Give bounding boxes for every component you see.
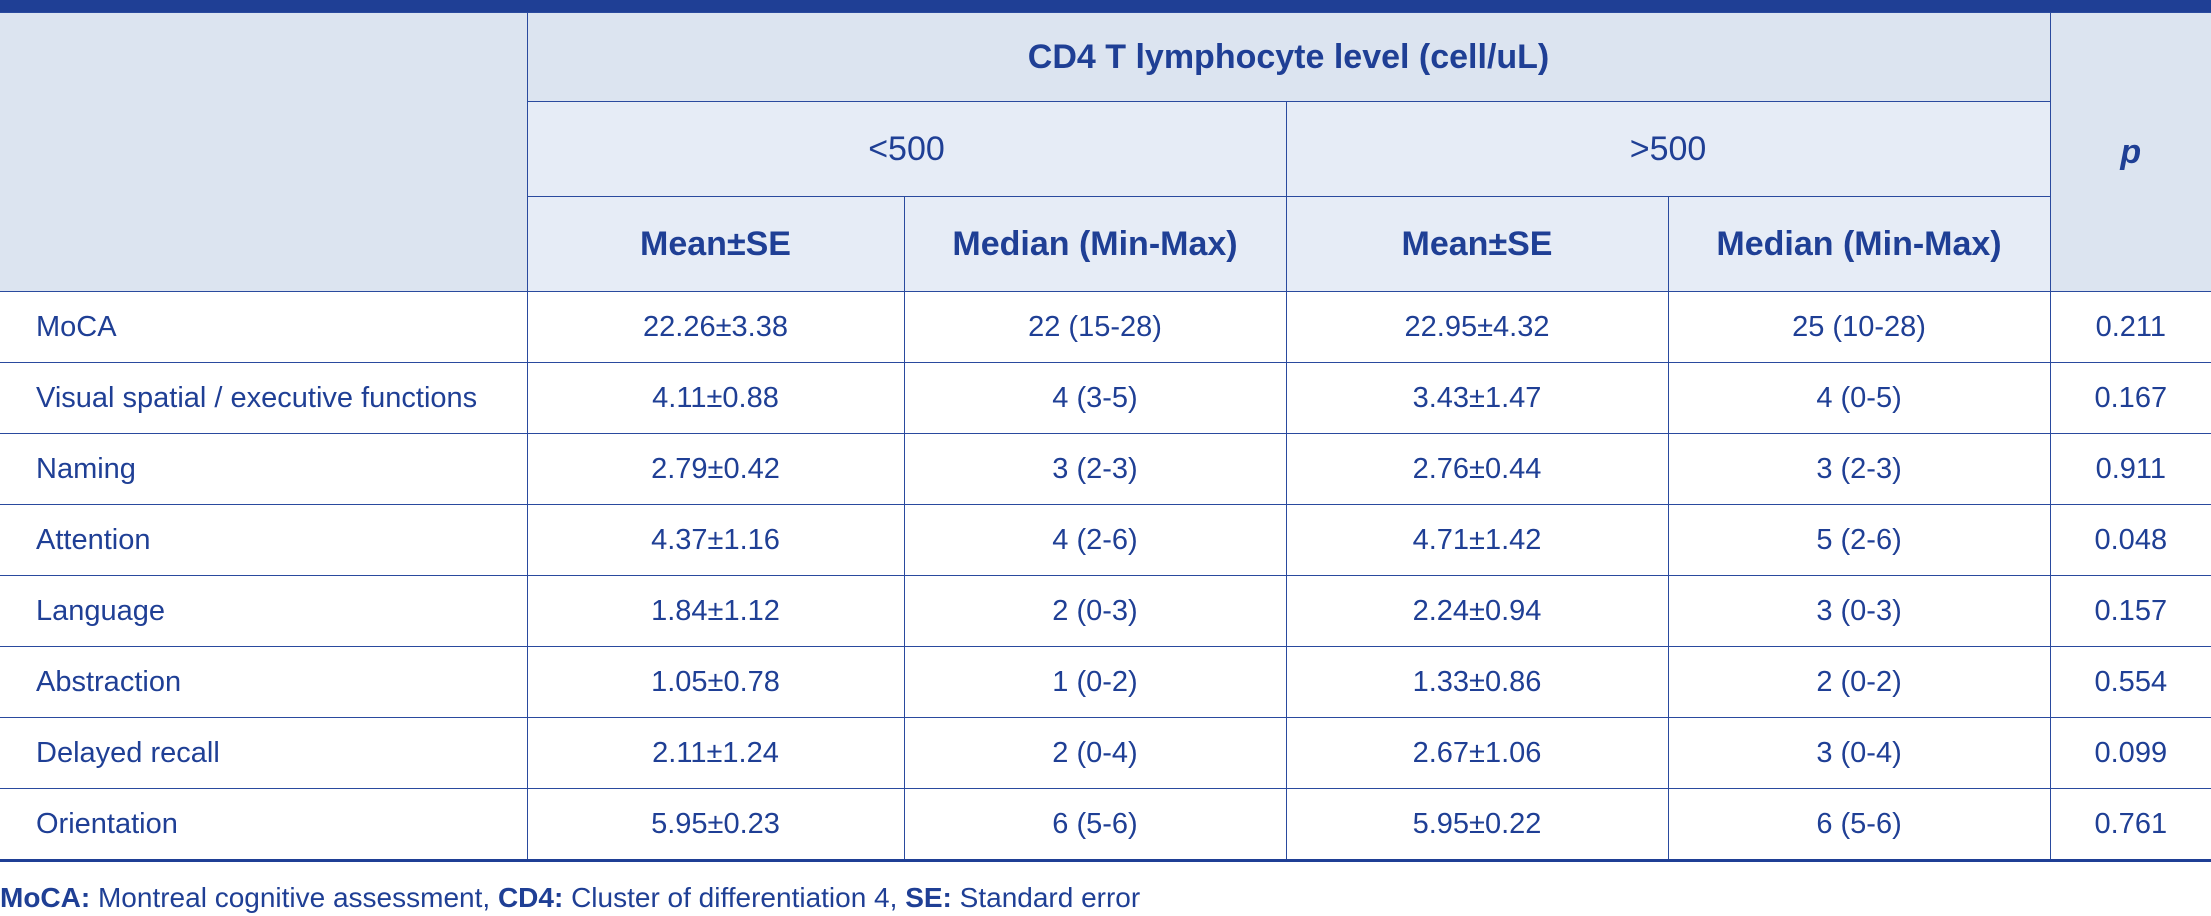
table-row: Delayed recall 2.11±1.24 2 (0-4) 2.67±1.06 3…: [0, 717, 2211, 789]
p-value-cell: 0.554: [2049, 646, 2211, 718]
mean-high-cell: 2.67±1.06: [1285, 717, 1669, 789]
median-high-cell: 4 (0-5): [1667, 362, 2051, 434]
p-value-cell: 0.211: [2049, 291, 2211, 363]
median-low-cell: 4 (3-5): [903, 362, 1287, 434]
footnote-text: Cluster of differentiation 4,: [563, 882, 906, 913]
subgroup-header-low: <500: [527, 101, 1287, 197]
mean-high-cell: 2.24±0.94: [1285, 575, 1669, 647]
group-header: CD4 T lymphocyte level (cell/uL): [526, 12, 2051, 102]
p-value-cell: 0.167: [2049, 362, 2211, 434]
p-value-cell: 0.157: [2049, 575, 2211, 647]
subgroup-header-high: >500: [1285, 101, 2051, 197]
results-table: CD4 T lymphocyte level (cell/uL) p <500 …: [0, 12, 2211, 862]
table-row: Language 1.84±1.12 2 (0-3) 2.24±0.94 3 (0-3)…: [0, 575, 2211, 647]
table-body: MoCA 22.26±3.38 22 (15-28) 22.95±4.32 25 (10…: [0, 291, 2211, 862]
median-low-cell: 1 (0-2): [903, 646, 1287, 718]
mean-high-cell: 5.95±0.22: [1285, 788, 1669, 862]
p-value-header: p: [2049, 12, 2211, 292]
median-high-cell: 5 (2-6): [1667, 504, 2051, 576]
mean-low-cell: 2.79±0.42: [526, 433, 905, 505]
median-high-cell: 6 (5-6): [1667, 788, 2051, 862]
footnote-abbr: SE:: [905, 882, 952, 913]
row-label: Abstraction: [0, 646, 528, 718]
mean-low-cell: 4.37±1.16: [526, 504, 905, 576]
table-row: Naming 2.79±0.42 3 (2-3) 2.76±0.44 3 (2-3) 0.…: [0, 433, 2211, 505]
table-row: Visual spatial / executive functions 4.11…: [0, 362, 2211, 434]
table-row: Orientation 5.95±0.23 6 (5-6) 5.95±0.22 6 (5…: [0, 788, 2211, 862]
median-low-cell: 3 (2-3): [903, 433, 1287, 505]
row-label: Naming: [0, 433, 528, 505]
mean-low-cell: 5.95±0.23: [526, 788, 905, 862]
footnote-text: Standard error: [951, 882, 1141, 913]
mean-high-cell: 3.43±1.47: [1285, 362, 1669, 434]
mean-high-cell: 22.95±4.32: [1285, 291, 1669, 363]
footnote-abbr: CD4:: [497, 882, 564, 913]
median-high-cell: 3 (0-4): [1667, 717, 2051, 789]
median-low-cell: 4 (2-6): [903, 504, 1287, 576]
stat-header-median-high: Median (Min-Max): [1667, 196, 2051, 292]
footnote-abbr: MoCA:: [0, 882, 91, 913]
corner-cell: [0, 12, 528, 292]
mean-low-cell: 22.26±3.38: [526, 291, 905, 363]
median-high-cell: 2 (0-2): [1667, 646, 2051, 718]
p-value-cell: 0.761: [2049, 788, 2211, 862]
table-header: CD4 T lymphocyte level (cell/uL) p <500 …: [0, 12, 2211, 292]
mean-low-cell: 1.84±1.12: [526, 575, 905, 647]
stat-header-mean-high: Mean±SE: [1285, 196, 1669, 292]
row-label: Orientation: [0, 788, 528, 862]
p-value-cell: 0.099: [2049, 717, 2211, 789]
stat-header-median-low: Median (Min-Max): [903, 196, 1287, 292]
table-row: Attention 4.37±1.16 4 (2-6) 4.71±1.42 5 (2-6…: [0, 504, 2211, 576]
mean-low-cell: 2.11±1.24: [526, 717, 905, 789]
mean-high-cell: 1.33±0.86: [1285, 646, 1669, 718]
top-rule: [0, 0, 2211, 12]
mean-high-cell: 4.71±1.42: [1285, 504, 1669, 576]
median-high-cell: 3 (2-3): [1667, 433, 2051, 505]
row-label: Delayed recall: [0, 717, 528, 789]
row-label: Attention: [0, 504, 528, 576]
median-low-cell: 22 (15-28): [903, 291, 1287, 363]
row-label: Visual spatial / executive functions: [0, 362, 528, 434]
mean-low-cell: 4.11±0.88: [526, 362, 905, 434]
median-high-cell: 25 (10-28): [1667, 291, 2051, 363]
row-label: MoCA: [0, 291, 528, 363]
mean-high-cell: 2.76±0.44: [1285, 433, 1669, 505]
median-low-cell: 2 (0-3): [903, 575, 1287, 647]
median-low-cell: 2 (0-4): [903, 717, 1287, 789]
p-value-cell: 0.911: [2049, 433, 2211, 505]
stat-header-mean-low: Mean±SE: [527, 196, 905, 292]
median-low-cell: 6 (5-6): [903, 788, 1287, 862]
row-label: Language: [0, 575, 528, 647]
p-value-cell: 0.048: [2049, 504, 2211, 576]
median-high-cell: 3 (0-3): [1667, 575, 2051, 647]
table-row: Abstraction 1.05±0.78 1 (0-2) 1.33±0.86 2 (0…: [0, 646, 2211, 718]
table-row: MoCA 22.26±3.38 22 (15-28) 22.95±4.32 25 (10…: [0, 291, 2211, 363]
mean-low-cell: 1.05±0.78: [526, 646, 905, 718]
footnote: MoCA: Montreal cognitive assessment, CD4…: [0, 882, 2211, 914]
footnote-text: Montreal cognitive assessment,: [90, 882, 498, 913]
